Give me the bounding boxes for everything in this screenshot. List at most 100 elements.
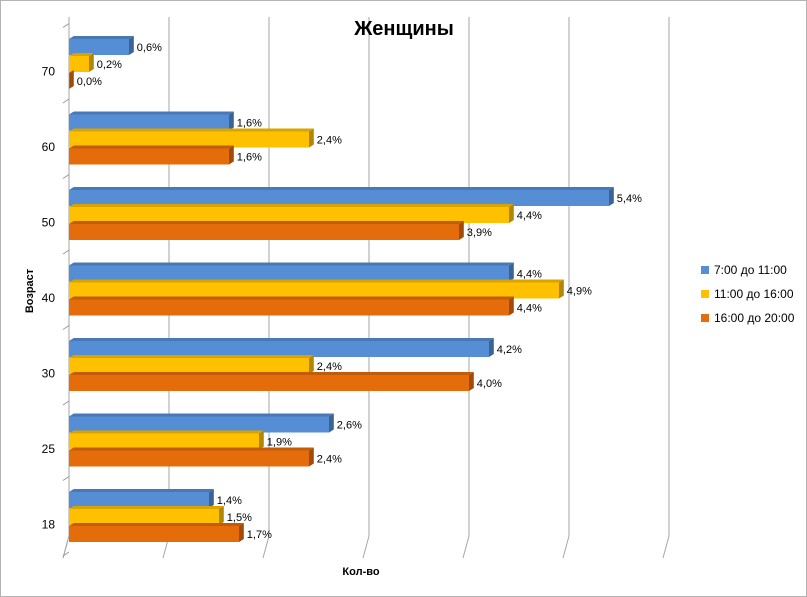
y-axis-label: Возраст [24, 268, 36, 313]
bar [69, 190, 609, 206]
legend-entry: 7:00 до 11:00 [714, 263, 787, 277]
bar [69, 492, 209, 508]
legend: 7:00 до 11:00 11:00 до 16:00 16:00 до 20:0… [701, 263, 795, 325]
bar-end-face [559, 279, 564, 299]
data-label: 4,4% [517, 303, 542, 315]
bar [69, 375, 469, 391]
bar-top-face [69, 262, 514, 266]
legend-swatch [701, 266, 709, 274]
data-label: 4,9% [567, 286, 592, 298]
bar-top-face [69, 338, 494, 341]
bar [69, 526, 239, 542]
bar-top-face [69, 506, 224, 509]
data-label: 0,0% [77, 76, 102, 88]
bar-top-face [69, 489, 214, 492]
bar-end-face [129, 36, 134, 55]
bar-end-face [89, 53, 94, 72]
bar-end-face [229, 145, 234, 165]
y-tick [62, 98, 70, 104]
y-tick-label: 50 [42, 216, 56, 230]
data-label: 1,4% [217, 495, 242, 507]
data-label: 2,4% [317, 361, 342, 373]
y-tick-label: 40 [42, 291, 56, 305]
bar-end-face [219, 506, 224, 525]
bar-top-face [69, 523, 244, 526]
bar-end-face [259, 430, 264, 450]
legend-entry: 16:00 до 20:00 [714, 311, 795, 325]
bar [69, 299, 509, 316]
y-tick [62, 551, 70, 557]
gridline-floor [562, 535, 570, 559]
gridline-floor [662, 535, 670, 559]
data-label: 1,6% [237, 118, 262, 130]
gridline-floor [362, 535, 370, 559]
bar [69, 148, 229, 165]
y-tick-label: 60 [42, 140, 56, 154]
data-label: 2,4% [317, 135, 342, 147]
x-axis-label: Кол-во [342, 566, 379, 578]
bar-end-face [469, 372, 474, 391]
y-tick [62, 325, 70, 330]
data-label: 1,7% [247, 529, 272, 541]
bars [69, 36, 614, 542]
legend-entry: 11:00 до 16:00 [714, 287, 794, 301]
bar-end-face [239, 523, 244, 542]
bar-end-face [229, 111, 234, 131]
data-label: 2,4% [317, 454, 342, 466]
bar-top-face [69, 355, 314, 358]
y-tick [62, 174, 70, 179]
bar [69, 341, 489, 357]
bar-top-face [69, 187, 614, 190]
data-label: 4,0% [477, 378, 502, 390]
y-tick-label: 30 [42, 367, 56, 381]
bar-top-face [69, 296, 514, 300]
category-labels: 18 25 30 40 50 60 70 [42, 65, 56, 532]
data-label: 4,2% [497, 344, 522, 356]
data-label: 1,9% [267, 437, 292, 449]
bar [69, 224, 459, 240]
bar-end-face [509, 262, 514, 282]
bar-end-face [609, 187, 614, 206]
legend-swatch [701, 314, 709, 322]
gridline-floor [462, 535, 470, 559]
bar [69, 265, 509, 282]
bar-end-face [509, 296, 514, 316]
data-label: 0,6% [137, 42, 162, 54]
bar-top-face [69, 413, 334, 417]
bar [69, 39, 129, 55]
bar-top-face [69, 128, 314, 132]
bar [69, 433, 259, 450]
gridline-floor [262, 535, 270, 559]
bar-end-face [69, 70, 74, 89]
bar-end-face [509, 204, 514, 223]
bar [69, 207, 509, 223]
bar-top-face [69, 279, 564, 283]
bar-top-face [69, 372, 474, 375]
bar [69, 509, 219, 525]
y-tick-label: 70 [42, 65, 56, 79]
data-label: 1,6% [237, 152, 262, 164]
y-tick-label: 18 [42, 518, 56, 532]
bar [69, 282, 559, 299]
y-tick [62, 249, 70, 255]
bar-end-face [329, 413, 334, 433]
bar-top-face [69, 447, 314, 451]
bar [69, 114, 229, 131]
data-label: 3,9% [467, 227, 492, 239]
bar-top-face [69, 111, 234, 115]
bar-top-face [69, 430, 264, 434]
data-label: 2,6% [337, 420, 362, 432]
bar [69, 73, 70, 89]
bar-end-face [309, 128, 314, 148]
data-label: 0,2% [97, 59, 122, 71]
y-tick-label: 25 [42, 442, 56, 456]
data-label: 5,4% [617, 193, 642, 205]
bar-end-face [489, 338, 494, 357]
gridline-floor [62, 535, 70, 559]
bar [69, 56, 89, 72]
data-label: 4,4% [517, 269, 542, 281]
bar-end-face [459, 221, 464, 240]
bar [69, 450, 309, 467]
